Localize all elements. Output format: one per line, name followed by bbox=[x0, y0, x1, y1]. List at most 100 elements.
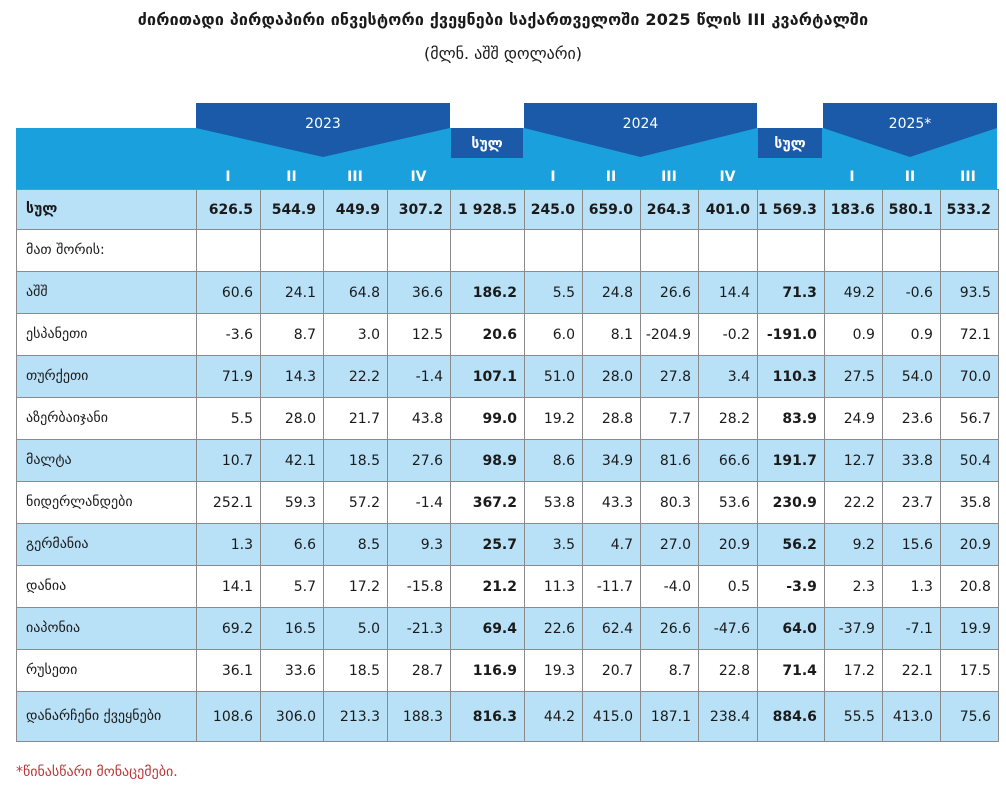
value-cell bbox=[260, 229, 324, 272]
value-cell bbox=[640, 229, 699, 272]
value-cell: 11.3 bbox=[524, 565, 583, 608]
value-cell: 59.3 bbox=[260, 481, 324, 524]
value-cell: 1.3 bbox=[196, 523, 261, 566]
value-cell: 64.8 bbox=[323, 271, 388, 314]
annual-total-cell: 21.2 bbox=[450, 565, 525, 608]
annual-total-cell: 230.9 bbox=[757, 481, 825, 524]
value-cell: 27.8 bbox=[640, 355, 699, 398]
value-cell: -1.4 bbox=[387, 355, 451, 398]
value-cell: -4.0 bbox=[640, 565, 699, 608]
value-cell: 17.2 bbox=[323, 565, 388, 608]
value-cell: 0.5 bbox=[698, 565, 758, 608]
page-title: ძირითადი პირდაპირი ინვესტორი ქვეყნები სა… bbox=[137, 10, 869, 29]
value-cell: 42.1 bbox=[260, 439, 324, 482]
quarter-label: IV bbox=[719, 169, 736, 185]
annual-total-cell: 107.1 bbox=[450, 355, 525, 398]
value-cell: 9.2 bbox=[823, 523, 883, 566]
value-cell bbox=[823, 229, 883, 272]
row-label: თურქეთი bbox=[16, 355, 197, 398]
table-row: გერმანია 1.3 6.6 8.5 9.3 25.7 3.5 4.7 27.0 20.9 56… bbox=[16, 523, 999, 566]
value-cell: 245.0 bbox=[524, 189, 583, 230]
value-cell bbox=[524, 229, 583, 272]
value-cell: 1.3 bbox=[881, 565, 941, 608]
value-cell: 5.5 bbox=[524, 271, 583, 314]
value-cell bbox=[939, 229, 999, 272]
value-cell: 6.6 bbox=[260, 523, 324, 566]
value-cell bbox=[698, 229, 758, 272]
total-2024-label: სულ bbox=[774, 136, 806, 152]
year-2024-banner bbox=[524, 103, 757, 157]
value-cell: 20.9 bbox=[939, 523, 999, 566]
value-cell: 4.7 bbox=[582, 523, 641, 566]
value-cell: 14.4 bbox=[698, 271, 758, 314]
annual-total-cell: 64.0 bbox=[757, 607, 825, 650]
value-cell: 26.6 bbox=[640, 607, 699, 650]
table-row: მალტა 10.7 42.1 18.5 27.6 98.9 8.6 34.9 81.6 66.6… bbox=[16, 439, 999, 482]
row-label: დანია bbox=[16, 565, 197, 608]
value-cell: 27.5 bbox=[823, 355, 883, 398]
value-cell: 16.5 bbox=[260, 607, 324, 650]
quarter-label: III bbox=[661, 169, 677, 185]
quarter-label: III bbox=[960, 169, 976, 185]
value-cell: 19.2 bbox=[524, 397, 583, 440]
annual-total-cell: 1 928.5 bbox=[450, 189, 525, 230]
value-cell: 36.6 bbox=[387, 271, 451, 314]
value-cell: 415.0 bbox=[582, 691, 641, 742]
row-label: იაპონია bbox=[16, 607, 197, 650]
annual-total-cell: 99.0 bbox=[450, 397, 525, 440]
value-cell: 5.7 bbox=[260, 565, 324, 608]
annual-total-cell: 884.6 bbox=[757, 691, 825, 742]
value-cell: 70.0 bbox=[939, 355, 999, 398]
value-cell: 22.8 bbox=[698, 649, 758, 692]
value-cell: 34.9 bbox=[582, 439, 641, 482]
subheader-row: მათ შორის: bbox=[16, 229, 999, 272]
value-cell: 238.4 bbox=[698, 691, 758, 742]
value-cell bbox=[323, 229, 388, 272]
value-cell: -0.2 bbox=[698, 313, 758, 356]
value-cell: 3.0 bbox=[323, 313, 388, 356]
value-cell: 626.5 bbox=[196, 189, 261, 230]
row-label: მალტა bbox=[16, 439, 197, 482]
value-cell bbox=[881, 229, 941, 272]
value-cell: 66.6 bbox=[698, 439, 758, 482]
value-cell: 659.0 bbox=[582, 189, 641, 230]
value-cell: 54.0 bbox=[881, 355, 941, 398]
row-label: აზერბაიჯანი bbox=[16, 397, 197, 440]
annual-total-cell: 816.3 bbox=[450, 691, 525, 742]
value-cell: 22.2 bbox=[323, 355, 388, 398]
value-cell: 14.1 bbox=[196, 565, 261, 608]
value-cell: 26.6 bbox=[640, 271, 699, 314]
table-row: თურქეთი 71.9 14.3 22.2 -1.4 107.1 51.0 28.0 27.8… bbox=[16, 355, 999, 398]
value-cell bbox=[196, 229, 261, 272]
table-row: ნიდერლანდები 252.1 59.3 57.2 -1.4 367.2 53.8 43… bbox=[16, 481, 999, 524]
row-label: აშშ bbox=[16, 271, 197, 314]
value-cell: 75.6 bbox=[939, 691, 999, 742]
quarter-label: II bbox=[605, 169, 617, 185]
value-cell: 69.2 bbox=[196, 607, 261, 650]
value-cell: 20.8 bbox=[939, 565, 999, 608]
fdi-table: სულ 626.5 544.9 449.9 307.2 1 928.5 245.0 659.0… bbox=[16, 189, 999, 742]
quarter-label: II bbox=[286, 169, 297, 185]
value-cell: 27.0 bbox=[640, 523, 699, 566]
annual-total-cell: 71.3 bbox=[757, 271, 825, 314]
value-cell: 533.2 bbox=[939, 189, 999, 230]
value-cell: 2.3 bbox=[823, 565, 883, 608]
annual-total-cell: 71.4 bbox=[757, 649, 825, 692]
table-row: აშშ 60.6 24.1 64.8 36.6 186.2 5.5 24.8 26.6 14.4 7… bbox=[16, 271, 999, 314]
value-cell: 108.6 bbox=[196, 691, 261, 742]
page-subtitle: (მლნ. აშშ დოლარი) bbox=[423, 44, 582, 63]
value-cell: 35.8 bbox=[939, 481, 999, 524]
value-cell: 3.4 bbox=[698, 355, 758, 398]
value-cell: 80.3 bbox=[640, 481, 699, 524]
value-cell: -37.9 bbox=[823, 607, 883, 650]
value-cell: 20.7 bbox=[582, 649, 641, 692]
value-cell: 28.0 bbox=[582, 355, 641, 398]
value-cell: 307.2 bbox=[387, 189, 451, 230]
value-cell: 8.6 bbox=[524, 439, 583, 482]
value-cell: 24.9 bbox=[823, 397, 883, 440]
table-row: დანარჩენი ქვეყნები 108.6 306.0 213.3 188.3 81… bbox=[16, 691, 999, 742]
value-cell: -15.8 bbox=[387, 565, 451, 608]
value-cell: 12.5 bbox=[387, 313, 451, 356]
value-cell: 23.6 bbox=[881, 397, 941, 440]
value-cell: 306.0 bbox=[260, 691, 324, 742]
